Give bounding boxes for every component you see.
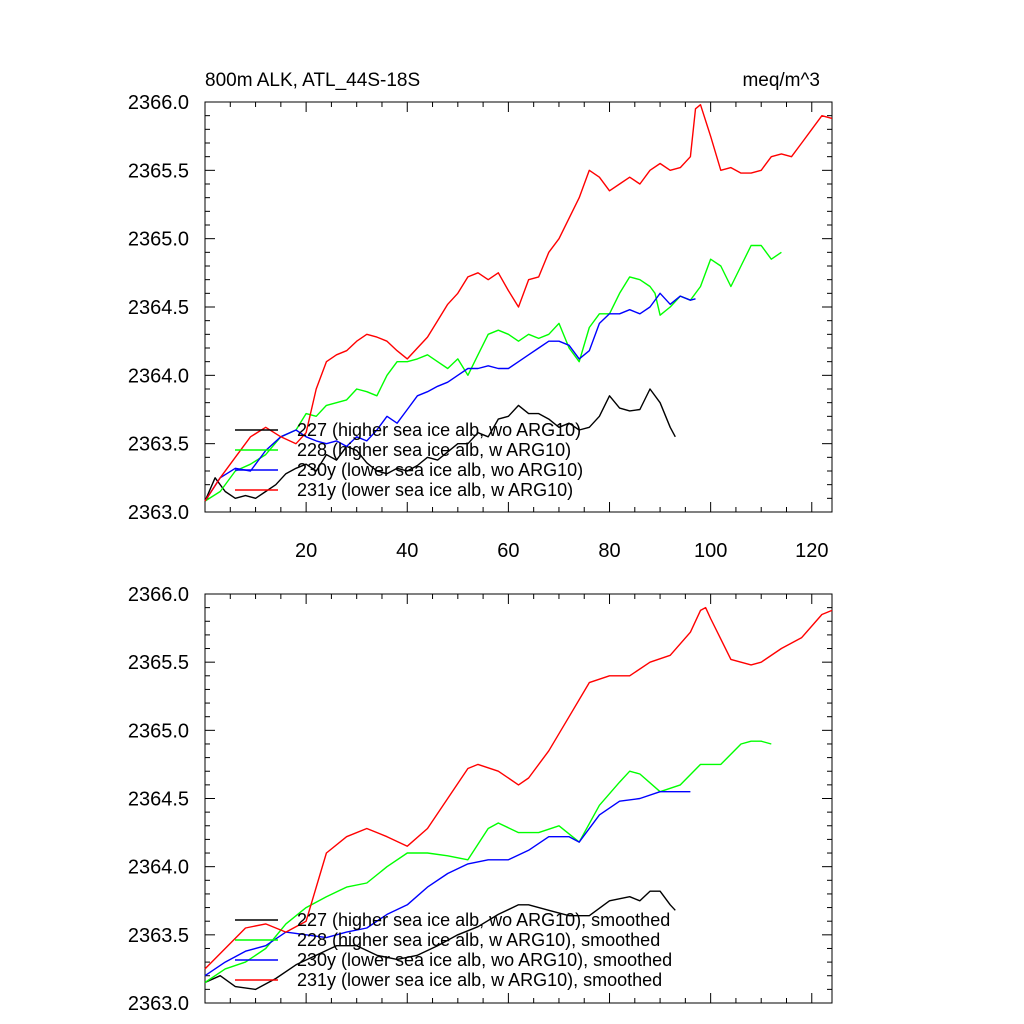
series-line-0 [204, 388, 676, 502]
chart-title: 800m ALK, ATL_44S-18S [205, 70, 420, 91]
x-tick-label: 100 [694, 540, 727, 562]
y-tick-label: 2363.5 [128, 925, 189, 947]
legend-label-3: 231y (lower sea ice alb, w ARG10), smoot… [297, 970, 662, 990]
y-tick-label: 2366.0 [128, 584, 189, 606]
y-tick-label: 2366.0 [128, 92, 189, 114]
legend-label-2: 230y (lower sea ice alb, wo ARG10), smoo… [297, 950, 672, 970]
legend-label-2: 230y (lower sea ice alb, wo ARG10) [297, 460, 583, 480]
x-tick-label: 120 [795, 540, 828, 562]
x-tick-label: 60 [497, 540, 519, 562]
legend-label-3: 231y (lower sea ice alb, w ARG10) [297, 480, 573, 500]
y-tick-label: 2365.5 [128, 652, 189, 674]
y-tick-label: 2365.0 [128, 229, 189, 251]
panel-bottom: 2363.0 2363.5 2364.0 2364.5 2365.0 2365.5 2366… [128, 584, 833, 1015]
y-tick-label: 2363.5 [128, 434, 189, 456]
series-line-2 [204, 292, 696, 502]
series-line-3 [204, 104, 833, 502]
legend-label-0: 227 (higher sea ice alb, wo ARG10), smoo… [297, 910, 670, 930]
y-tick-label: 2365.5 [128, 160, 189, 182]
panel-top: 2363.0 2363.5 2364.0 2364.5 2365.0 2365.5 2366… [128, 92, 833, 562]
y-tick-label: 2364.0 [128, 857, 189, 879]
legend-label-0: 227 (higher sea ice alb, wo ARG10) [297, 420, 581, 440]
series-line-2 [204, 791, 691, 977]
y-tick-label: 2364.0 [128, 365, 189, 387]
x-tick-label: 80 [598, 540, 620, 562]
y-tick-label: 2364.5 [128, 297, 189, 319]
series-line-0 [204, 890, 676, 991]
series-line-1 [204, 740, 772, 984]
y-tick-label: 2363.0 [128, 502, 189, 524]
legend-label-1: 228 (higher sea ice alb, w ARG10) [297, 440, 571, 460]
x-tick-label: 40 [396, 540, 418, 562]
series-line-3 [204, 606, 833, 970]
y-tick-label: 2363.0 [128, 993, 189, 1015]
legend-label-1: 228 (higher sea ice alb, w ARG10), smoot… [297, 930, 660, 950]
x-tick-label: 20 [295, 540, 317, 562]
y-tick-label: 2364.5 [128, 789, 189, 811]
chart-units: meq/m^3 [742, 70, 820, 91]
y-tick-label: 2365.0 [128, 720, 189, 742]
